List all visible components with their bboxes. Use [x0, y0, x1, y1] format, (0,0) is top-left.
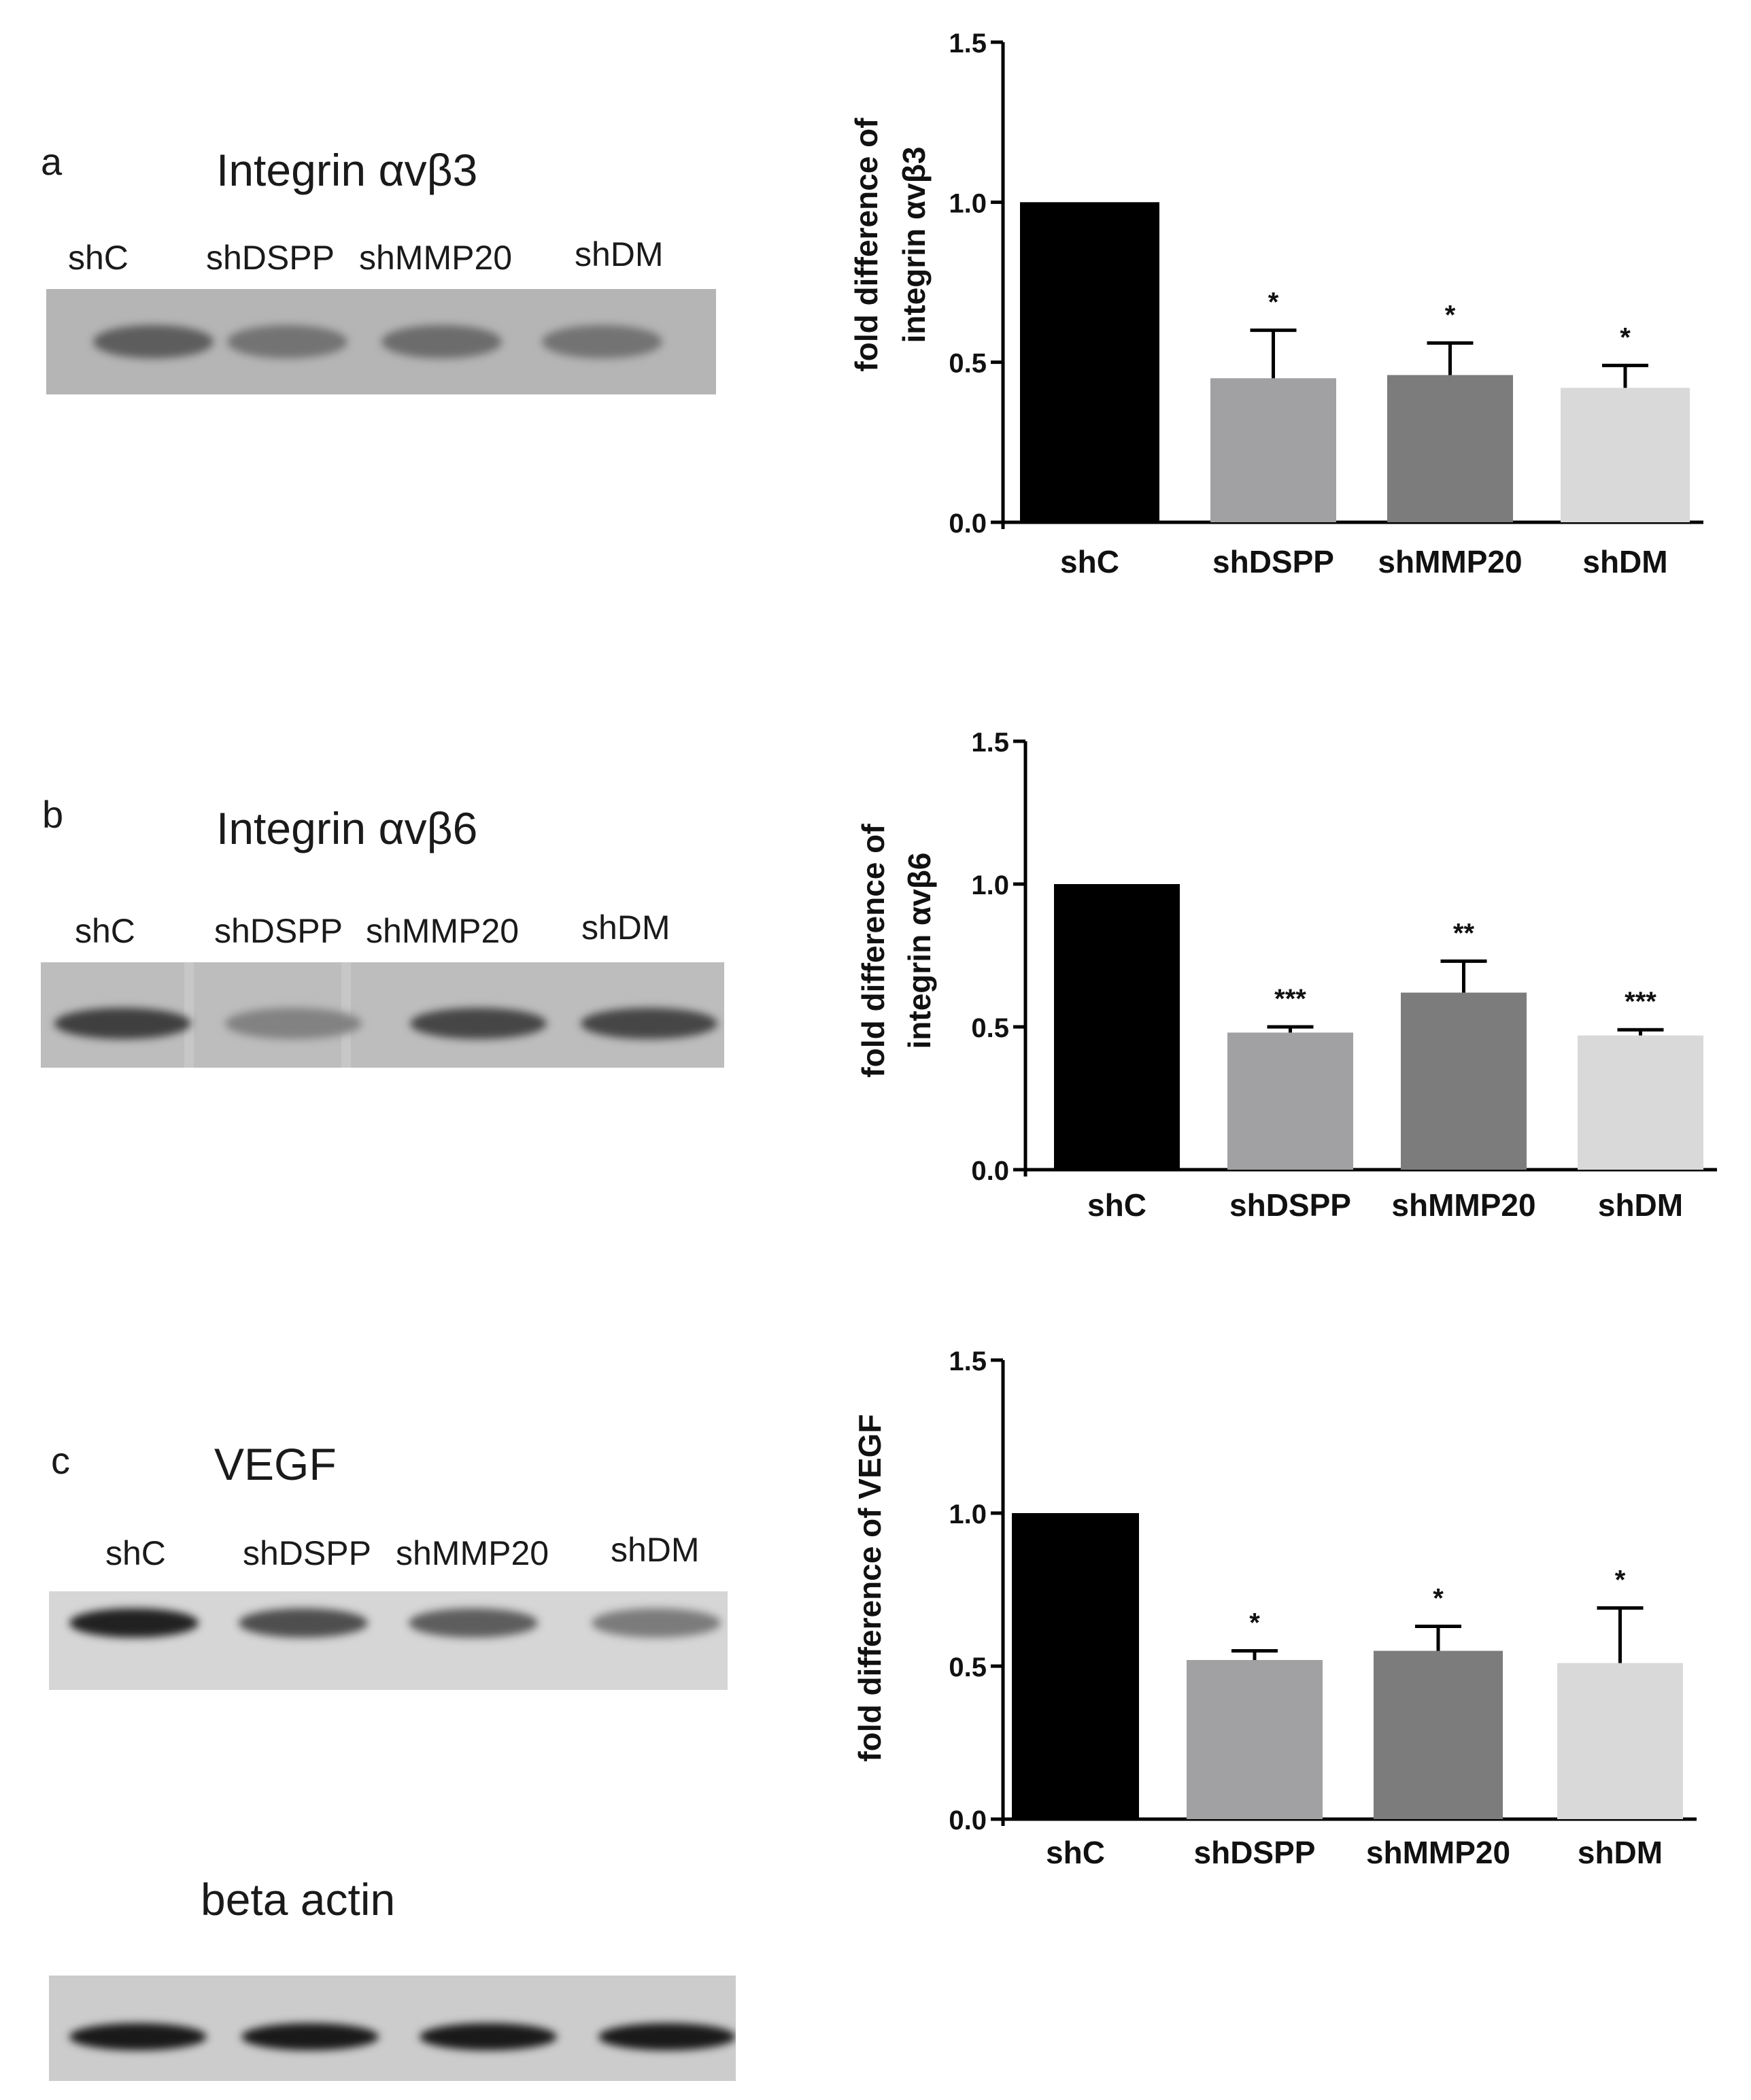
- blot-band: [69, 1608, 199, 1638]
- y-axis-label: fold difference of: [849, 118, 884, 372]
- blot-band: [226, 324, 348, 359]
- blot-band: [420, 2022, 558, 2051]
- blot-band: [225, 1007, 362, 1040]
- significance-marker: *: [1268, 288, 1279, 318]
- x-category-label: shDM: [1578, 1835, 1663, 1870]
- bar-shdspp: [1227, 1032, 1353, 1170]
- y-tick-label: 1.0: [971, 870, 1009, 900]
- lane-label-shdspp: shDSPP: [243, 1534, 371, 1572]
- y-tick-label: 0.5: [949, 349, 987, 379]
- panel-letter-c: c: [51, 1439, 70, 1482]
- x-category-label: shDSPP: [1194, 1835, 1316, 1870]
- lane-label-shdm: shDM: [575, 235, 664, 273]
- y-tick-label: 0.0: [949, 1806, 987, 1835]
- lane-divider: [184, 962, 194, 1068]
- significance-marker: ***: [1625, 987, 1656, 1017]
- significance-marker: *: [1445, 300, 1456, 330]
- significance-marker: *: [1249, 1608, 1260, 1638]
- x-category-label: shMMP20: [1378, 544, 1522, 579]
- bar-shmmp20: [1374, 1650, 1503, 1819]
- bar-shmmp20: [1401, 992, 1527, 1170]
- x-category-label: shMMP20: [1391, 1187, 1535, 1223]
- blot-title-integrin-avb6: Integrin αvβ6: [216, 803, 478, 853]
- blot-title-integrin-avb3: Integrin αvβ3: [216, 145, 478, 195]
- y-tick-label: 0.5: [971, 1013, 1009, 1043]
- bar-shdm: [1557, 1663, 1683, 1819]
- significance-marker: **: [1453, 918, 1475, 948]
- bar-shdspp: [1187, 1660, 1323, 1819]
- lane-label-shdspp: shDSPP: [214, 912, 343, 950]
- y-axis-label: fold difference of: [855, 824, 891, 1078]
- lane-label-shc: shC: [105, 1534, 166, 1572]
- western-blot-beta-actin: [49, 1976, 736, 2081]
- lane-label-shdspp: shDSPP: [206, 239, 335, 277]
- x-category-label: shC: [1087, 1187, 1146, 1223]
- blot-band: [92, 324, 214, 359]
- y-tick-label: 0.0: [949, 509, 987, 539]
- x-category-label: shDSPP: [1212, 544, 1334, 579]
- western-blot-vegf: [49, 1591, 728, 1690]
- y-tick-label: 1.0: [949, 188, 987, 218]
- x-category-label: shMMP20: [1366, 1835, 1510, 1870]
- lane-label-shmmp20: shMMP20: [366, 912, 520, 950]
- lane-label-shc: shC: [68, 239, 129, 277]
- lane-label-shdm: shDM: [581, 909, 670, 947]
- y-axis-label: integrin αvβ6: [902, 853, 937, 1049]
- lane-label-shmmp20: shMMP20: [359, 239, 513, 277]
- bar-shdm: [1578, 1035, 1703, 1170]
- blot-band: [241, 2022, 379, 2051]
- blot-band: [408, 1608, 538, 1638]
- y-tick-label: 1.5: [971, 728, 1009, 758]
- bar-shc: [1054, 884, 1180, 1170]
- blot-band: [541, 324, 663, 359]
- blot-band: [598, 2022, 736, 2051]
- bar-shmmp20: [1387, 375, 1513, 522]
- blot-band: [381, 324, 502, 359]
- x-category-label: shDM: [1582, 544, 1667, 579]
- significance-marker: ***: [1274, 984, 1306, 1014]
- y-tick-label: 1.5: [949, 1347, 987, 1376]
- significance-marker: *: [1433, 1584, 1444, 1614]
- y-tick-label: 1.0: [949, 1500, 987, 1529]
- bar-shc: [1012, 1513, 1139, 1819]
- x-category-label: shC: [1060, 544, 1119, 579]
- x-category-label: shDM: [1598, 1187, 1683, 1223]
- bar-shdspp: [1210, 378, 1336, 522]
- y-axis-label: integrin αvβ3: [896, 147, 932, 343]
- blot-title-vegf: VEGF: [214, 1439, 337, 1489]
- y-tick-label: 1.5: [949, 29, 987, 58]
- lane-label-shdm: shDM: [611, 1531, 700, 1569]
- blot-band: [54, 1007, 192, 1040]
- x-category-label: shC: [1046, 1835, 1105, 1870]
- panel-letter-b: b: [42, 793, 64, 836]
- western-blot-integrin-avb3: [46, 289, 716, 394]
- y-tick-label: 0.5: [949, 1653, 987, 1682]
- blot-band: [409, 1007, 547, 1040]
- lane-label-shc: shC: [75, 912, 135, 950]
- western-blot-integrin-avb6: [41, 962, 724, 1068]
- blot-band: [580, 1007, 717, 1040]
- blot-band: [69, 2022, 207, 2051]
- y-tick-label: 0.0: [971, 1156, 1009, 1186]
- x-category-label: shDSPP: [1229, 1187, 1351, 1223]
- y-axis-label: fold difference of VEGF: [852, 1414, 887, 1761]
- lane-label-shmmp20: shMMP20: [396, 1534, 549, 1572]
- bar-shdm: [1561, 388, 1690, 522]
- significance-marker: *: [1620, 322, 1631, 352]
- bar-shc: [1020, 202, 1159, 522]
- blot-band: [592, 1608, 721, 1638]
- significance-marker: *: [1615, 1565, 1626, 1595]
- blot-title-beta-actin: beta actin: [201, 1874, 396, 1925]
- panel-letter-a: a: [41, 140, 63, 183]
- blot-band: [239, 1608, 369, 1638]
